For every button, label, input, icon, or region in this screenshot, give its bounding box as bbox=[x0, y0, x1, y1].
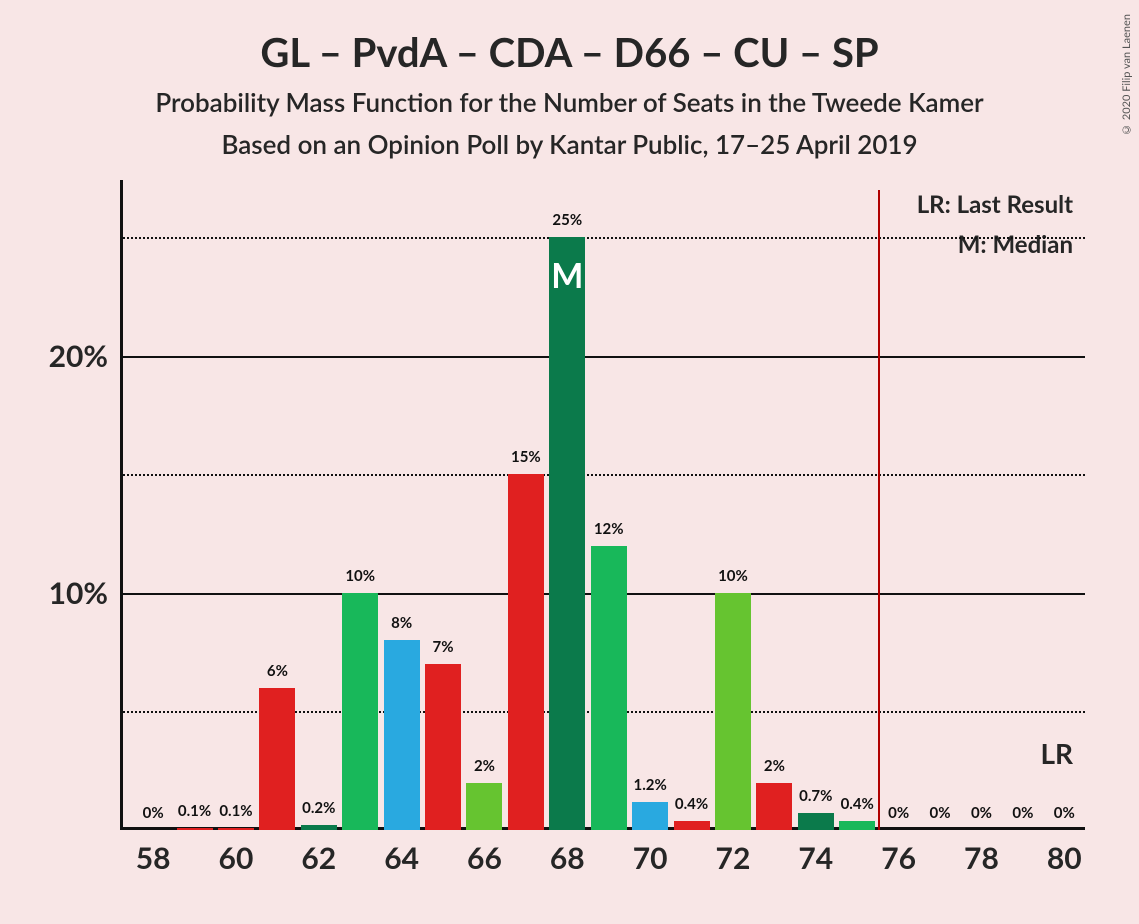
bar-value-label: 10% bbox=[345, 567, 375, 585]
x-tick-label: 62 bbox=[301, 840, 336, 876]
y-tick-label: 20% bbox=[49, 338, 108, 374]
bar bbox=[591, 546, 627, 830]
chart-subtitle-1: Probability Mass Function for the Number… bbox=[0, 86, 1139, 118]
bar bbox=[715, 593, 751, 830]
x-tick-label: 78 bbox=[964, 840, 999, 876]
grid-line-dotted bbox=[120, 237, 1085, 239]
bar-value-label: 0.1% bbox=[219, 802, 252, 820]
copyright-text: © 2020 Filip van Laenen bbox=[1120, 14, 1133, 136]
lr-vertical-line bbox=[878, 190, 880, 830]
x-tick-label: 60 bbox=[219, 840, 254, 876]
x-tick-label: 74 bbox=[798, 840, 833, 876]
bar bbox=[466, 783, 502, 830]
median-marker: M bbox=[551, 255, 583, 296]
bar bbox=[508, 474, 544, 830]
chart-container: GL – PvdA – CDA – D66 – CU – SP Probabil… bbox=[0, 0, 1139, 924]
y-tick-label: 10% bbox=[49, 575, 108, 611]
bar bbox=[839, 821, 875, 830]
bar-value-label: 0% bbox=[1054, 804, 1075, 822]
bar-value-label: 0.1% bbox=[178, 802, 211, 820]
bar bbox=[756, 783, 792, 830]
chart-subtitle-2: Based on an Opinion Poll by Kantar Publi… bbox=[0, 128, 1139, 160]
x-tick-label: 76 bbox=[881, 840, 916, 876]
bar bbox=[425, 664, 461, 830]
x-tick-label: 70 bbox=[633, 840, 668, 876]
bar-value-label: 0.4% bbox=[675, 795, 708, 813]
bar bbox=[259, 688, 295, 830]
bar bbox=[632, 802, 668, 830]
bar-value-label: 0.7% bbox=[799, 787, 832, 805]
bar-value-label: 10% bbox=[718, 567, 748, 585]
legend-m: M: Median bbox=[958, 230, 1073, 259]
bar bbox=[342, 593, 378, 830]
bar bbox=[798, 813, 834, 830]
bar bbox=[384, 640, 420, 830]
x-tick-label: 66 bbox=[467, 840, 502, 876]
bar-value-label: 2% bbox=[474, 757, 495, 775]
bar bbox=[177, 828, 213, 830]
bar-value-label: 6% bbox=[267, 662, 288, 680]
legend-lr: LR: Last Result bbox=[917, 190, 1073, 219]
x-tick-label: 58 bbox=[136, 840, 171, 876]
bar bbox=[674, 821, 710, 830]
y-axis-line bbox=[120, 180, 123, 830]
chart-title: GL – PvdA – CDA – D66 – CU – SP bbox=[0, 28, 1139, 76]
chart-plot-area: LR: Last Result M: Median LR 10%20%0%0.1… bbox=[120, 190, 1085, 830]
x-tick-label: 64 bbox=[384, 840, 419, 876]
grid-line-dotted bbox=[120, 474, 1085, 476]
bar-value-label: 15% bbox=[511, 448, 541, 466]
bar-value-label: 25% bbox=[552, 211, 582, 229]
bar-value-label: 0.4% bbox=[841, 795, 874, 813]
bar-value-label: 2% bbox=[764, 757, 785, 775]
bar-value-label: 0.2% bbox=[302, 799, 335, 817]
bar bbox=[549, 237, 585, 830]
bar-value-label: 8% bbox=[391, 614, 412, 632]
bar-value-label: 12% bbox=[594, 520, 624, 538]
bar bbox=[301, 825, 337, 830]
lr-axis-label: LR bbox=[1040, 736, 1073, 770]
bar-value-label: 0% bbox=[971, 804, 992, 822]
bar-value-label: 0% bbox=[1012, 804, 1033, 822]
bar bbox=[218, 828, 254, 830]
x-tick-label: 80 bbox=[1047, 840, 1082, 876]
bar-value-label: 0% bbox=[888, 804, 909, 822]
bar-value-label: 0% bbox=[143, 804, 164, 822]
x-tick-label: 72 bbox=[716, 840, 751, 876]
x-tick-label: 68 bbox=[550, 840, 585, 876]
grid-line bbox=[120, 356, 1085, 358]
bar-value-label: 1.2% bbox=[633, 776, 666, 794]
bar-value-label: 7% bbox=[433, 638, 454, 656]
bar-value-label: 0% bbox=[930, 804, 951, 822]
